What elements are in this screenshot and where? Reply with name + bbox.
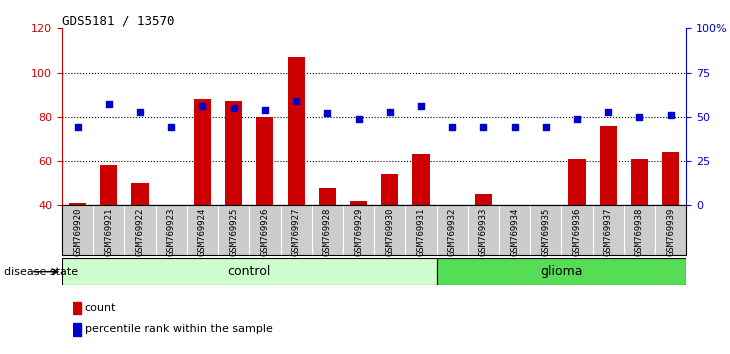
Point (446, 125, 458, 130)
Point (166, 125, 177, 130)
Point (228, 105, 239, 111)
Point (665, 112, 677, 118)
Text: GSM769933: GSM769933 (479, 208, 488, 256)
Text: GSM769928: GSM769928 (323, 208, 332, 256)
Bar (350, 201, 367, 205)
Text: GSM769924: GSM769924 (198, 208, 207, 256)
Text: GSM769935: GSM769935 (541, 208, 550, 256)
Text: GSM769939: GSM769939 (666, 208, 675, 256)
Text: GSM769934: GSM769934 (510, 208, 519, 256)
Point (72, 125, 83, 130)
Point (291, 98, 302, 104)
Text: GSM769932: GSM769932 (447, 208, 457, 256)
Bar (437, 258, 686, 285)
Point (259, 107, 271, 113)
Bar (412, 154, 429, 205)
Bar (256, 117, 274, 205)
Point (103, 102, 115, 107)
Text: GSM769936: GSM769936 (572, 208, 582, 256)
Bar (73, 302, 81, 314)
Text: GSM769927: GSM769927 (291, 208, 301, 256)
Bar (319, 188, 336, 205)
Point (384, 109, 396, 114)
Point (571, 116, 583, 121)
Bar (662, 152, 679, 205)
Text: GSM769926: GSM769926 (261, 208, 269, 256)
Point (477, 125, 489, 130)
Point (415, 103, 427, 109)
Point (134, 109, 146, 114)
Text: GSM769921: GSM769921 (104, 208, 113, 256)
Bar (381, 175, 399, 205)
Bar (631, 159, 648, 205)
Bar (131, 183, 149, 205)
Bar (288, 57, 304, 205)
Text: percentile rank within the sample: percentile rank within the sample (85, 324, 272, 334)
Bar (100, 166, 118, 205)
Bar (474, 194, 492, 205)
Text: disease state: disease state (4, 267, 78, 277)
Point (602, 109, 614, 114)
Text: GSM769920: GSM769920 (73, 208, 82, 256)
Bar (569, 159, 585, 205)
Bar (194, 99, 211, 205)
Text: GDS5181 / 13570: GDS5181 / 13570 (62, 14, 174, 27)
Text: GSM769923: GSM769923 (166, 208, 176, 256)
Point (509, 125, 520, 130)
Text: count: count (85, 303, 116, 313)
Text: GSM769922: GSM769922 (136, 208, 145, 256)
Text: GSM769929: GSM769929 (354, 208, 363, 256)
Text: glioma: glioma (540, 265, 583, 278)
Text: GSM769938: GSM769938 (635, 208, 644, 256)
Bar (69, 203, 86, 205)
Point (540, 125, 552, 130)
Text: GSM769930: GSM769930 (385, 208, 394, 256)
Text: GSM769925: GSM769925 (229, 208, 238, 256)
Bar (73, 323, 81, 336)
Text: control: control (228, 265, 271, 278)
Point (353, 116, 364, 121)
Bar (225, 101, 242, 205)
Text: GSM769937: GSM769937 (604, 208, 612, 256)
Point (321, 110, 333, 116)
Point (634, 114, 645, 120)
Bar (62, 258, 437, 285)
Point (196, 103, 208, 109)
Text: GSM769931: GSM769931 (416, 208, 426, 256)
Bar (599, 126, 617, 205)
